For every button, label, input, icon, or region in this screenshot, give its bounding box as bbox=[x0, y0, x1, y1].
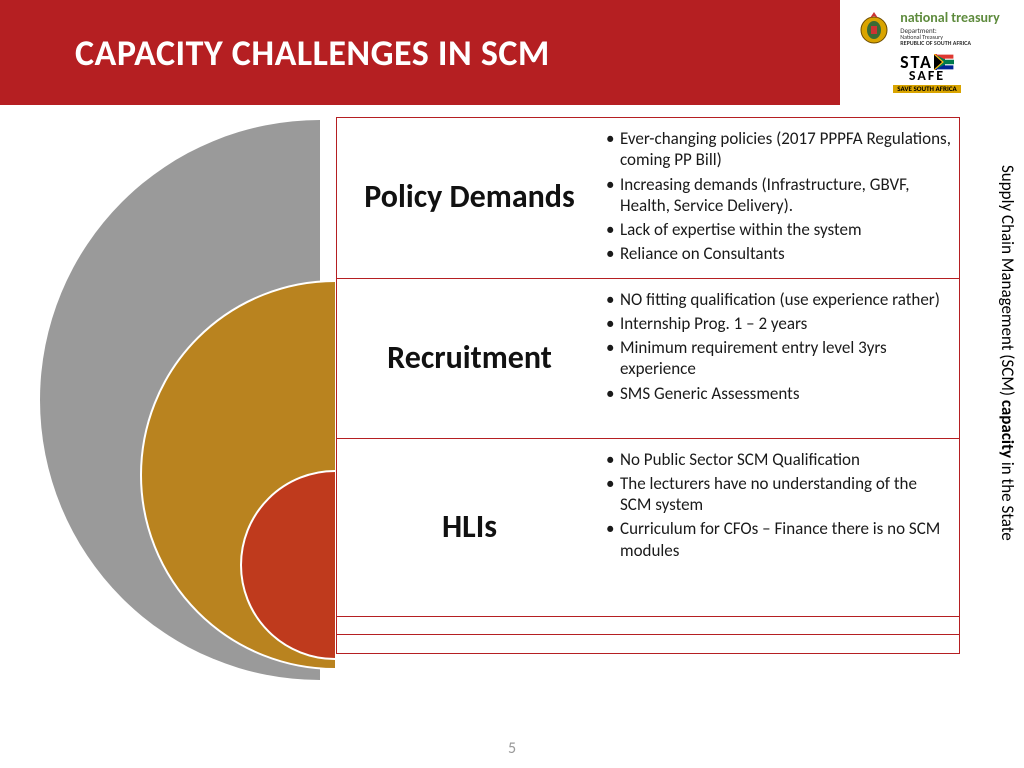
spacer-row bbox=[337, 617, 959, 635]
table-row: Policy Demands Ever-changing policies (2… bbox=[337, 118, 959, 279]
list-item: Curriculum for CFOs – Finance there is n… bbox=[606, 518, 951, 561]
side-post: in the State bbox=[997, 458, 1018, 541]
list-item: Minimum requirement entry level 3yrs exp… bbox=[606, 337, 951, 380]
page-number: 5 bbox=[508, 739, 516, 758]
treasury-name: national treasury bbox=[900, 11, 999, 25]
save-sa-text: SAVE SOUTH AFRICA bbox=[893, 85, 961, 93]
treasury-logo: national treasury Department: National T… bbox=[854, 8, 999, 48]
list-item: Lack of expertise within the system bbox=[606, 219, 951, 240]
safe-text: SAFE bbox=[909, 70, 945, 83]
row-bullets-hlis: No Public Sector SCM Qualification The l… bbox=[602, 439, 959, 616]
side-pre: Supply Chain Management (SCM) bbox=[997, 165, 1018, 400]
page-title: CAPACITY CHALLENGES IN SCM bbox=[75, 31, 550, 75]
logo-region: national treasury Department: National T… bbox=[842, 8, 1012, 102]
list-item: SMS Generic Assessments bbox=[606, 383, 951, 404]
row-bullets-recruitment: NO fitting qualification (use experience… bbox=[602, 279, 959, 438]
header-bar: CAPACITY CHALLENGES IN SCM bbox=[0, 0, 840, 105]
list-item: The lecturers have no understanding of t… bbox=[606, 473, 951, 516]
side-bold: capacity bbox=[997, 400, 1018, 458]
list-item: NO fitting qualification (use experience… bbox=[606, 289, 951, 310]
diagram-area: Policy Demands Ever-changing policies (2… bbox=[40, 120, 960, 700]
list-item: No Public Sector SCM Qualification bbox=[606, 449, 951, 470]
stay-safe-logo: STA SAFE SAVE SOUTH AFRICA bbox=[888, 54, 966, 102]
list-item: Increasing demands (Infrastructure, GBVF… bbox=[606, 174, 951, 217]
content-table: Policy Demands Ever-changing policies (2… bbox=[336, 117, 960, 654]
list-item: Internship Prog. 1 – 2 years bbox=[606, 313, 951, 334]
table-row: HLIs No Public Sector SCM Qualification … bbox=[337, 439, 959, 617]
treasury-country: REPUBLIC OF SOUTH AFRICA bbox=[900, 40, 999, 46]
list-item: Ever-changing policies (2017 PPPFA Regul… bbox=[606, 128, 951, 171]
row-label-hlis: HLIs bbox=[337, 439, 602, 616]
list-item: Reliance on Consultants bbox=[606, 243, 951, 264]
row-label-policy: Policy Demands bbox=[337, 118, 602, 278]
treasury-text: national treasury Department: National T… bbox=[900, 11, 999, 46]
table-row: Recruitment NO fitting qualification (us… bbox=[337, 279, 959, 439]
nested-circles bbox=[40, 120, 340, 680]
row-label-recruitment: Recruitment bbox=[337, 279, 602, 438]
row-bullets-policy: Ever-changing policies (2017 PPPFA Regul… bbox=[602, 118, 959, 278]
coat-of-arms-icon bbox=[854, 8, 894, 48]
spacer-row bbox=[337, 635, 959, 653]
side-caption: Supply Chain Management (SCM) capacity i… bbox=[996, 165, 1018, 705]
